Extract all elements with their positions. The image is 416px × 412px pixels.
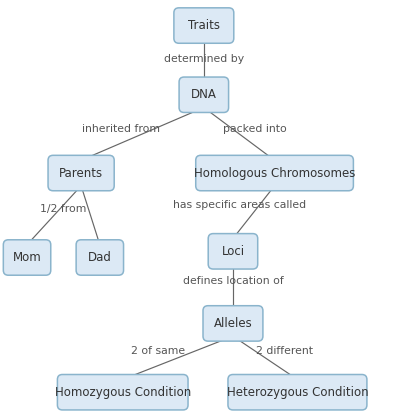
Text: Traits: Traits (188, 19, 220, 32)
Text: Parents: Parents (59, 166, 103, 180)
Text: Homologous Chromosomes: Homologous Chromosomes (194, 166, 355, 180)
Text: Loci: Loci (221, 245, 245, 258)
Text: 2 different: 2 different (256, 346, 314, 356)
FancyBboxPatch shape (203, 306, 263, 341)
FancyBboxPatch shape (174, 8, 234, 43)
Text: 2 of same: 2 of same (131, 346, 185, 356)
FancyBboxPatch shape (3, 240, 51, 275)
Text: inherited from: inherited from (82, 124, 160, 133)
Text: defines location of: defines location of (183, 276, 283, 286)
Text: Alleles: Alleles (213, 317, 253, 330)
FancyBboxPatch shape (57, 375, 188, 410)
FancyBboxPatch shape (179, 77, 229, 112)
Text: packed into: packed into (223, 124, 287, 133)
FancyBboxPatch shape (48, 155, 114, 191)
Text: Mom: Mom (12, 251, 42, 264)
Text: determined by: determined by (164, 54, 244, 64)
Text: Dad: Dad (88, 251, 112, 264)
Text: Heterozygous Condition: Heterozygous Condition (227, 386, 368, 399)
FancyBboxPatch shape (228, 375, 367, 410)
Text: has specific areas called: has specific areas called (173, 200, 306, 210)
Text: 1/2 from: 1/2 from (40, 204, 87, 214)
FancyBboxPatch shape (196, 155, 354, 191)
FancyBboxPatch shape (76, 240, 124, 275)
Text: Homozygous Condition: Homozygous Condition (54, 386, 191, 399)
FancyBboxPatch shape (208, 234, 258, 269)
Text: DNA: DNA (191, 88, 217, 101)
